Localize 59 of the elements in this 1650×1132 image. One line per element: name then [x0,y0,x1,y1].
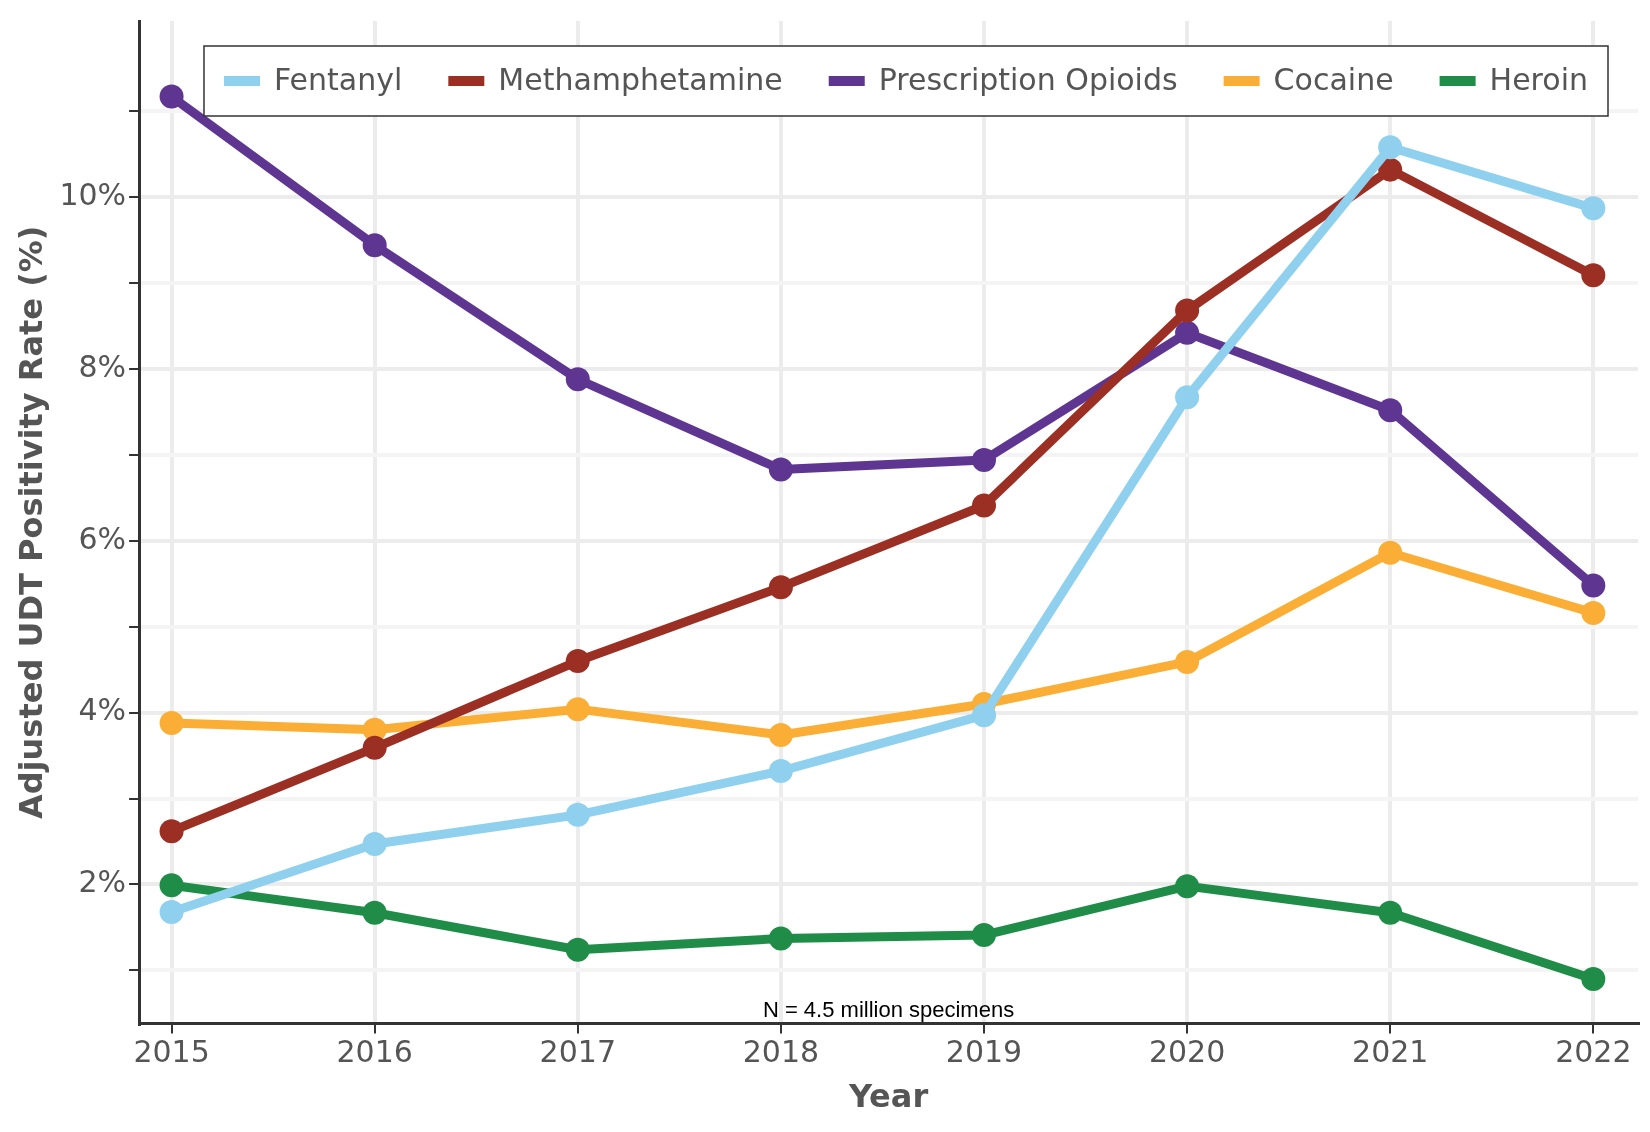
point [1175,874,1200,899]
point [1175,298,1200,323]
point [1378,540,1403,565]
point [1581,196,1606,221]
x-tick-label: 2016 [336,1034,413,1070]
y-tick-label: 8% [78,348,127,384]
point [159,899,184,924]
y-tick-label: 4% [78,692,127,728]
point [768,722,793,747]
point [1175,649,1200,674]
point [565,367,590,392]
x-axis-title: Year [847,1077,929,1116]
y-tick-label: 6% [78,520,127,556]
legend-label: Prescription Opioids [878,61,1178,97]
point [362,832,387,857]
point [1581,573,1606,598]
point [1378,900,1403,925]
point [1175,320,1200,345]
point [159,873,184,898]
legend-label: Cocaine [1273,61,1394,97]
point [972,448,996,473]
x-tick-label: 2017 [539,1034,616,1070]
x-tick-label: 2021 [1352,1034,1429,1070]
y-tick-label: 10% [59,176,127,212]
x-tick-label: 2018 [742,1034,820,1070]
y-tick-label: 2% [78,864,127,900]
x-tick-label: 2019 [945,1034,1023,1070]
point [972,703,996,728]
y-axis-title: Adjusted UDT Positivity Rate (%) [11,225,50,820]
point [1175,385,1200,410]
point [768,759,793,784]
point [565,937,590,962]
point [972,923,996,948]
point [159,710,184,735]
point [1378,398,1403,423]
x-tick-label: 2022 [1555,1034,1632,1070]
legend-label: Fentanyl [273,61,403,97]
point [972,493,996,518]
point [159,84,184,109]
point [1378,157,1403,182]
point [1581,263,1606,288]
point [1378,135,1403,160]
point [768,575,793,600]
point [1581,966,1606,991]
x-tick-label: 2015 [133,1034,210,1070]
annotation: N = 4.5 million specimens [762,996,1015,1022]
point [768,926,793,951]
legend-label: Methamphetamine [498,61,783,97]
legend-label: Heroin [1489,61,1589,97]
point [565,649,590,674]
x-tick-label: 2020 [1148,1034,1226,1070]
point [768,457,793,482]
point [159,819,184,844]
point [362,735,387,760]
point [565,802,590,827]
point [362,900,387,925]
point [362,233,387,258]
point [1581,600,1606,625]
point [565,697,590,722]
